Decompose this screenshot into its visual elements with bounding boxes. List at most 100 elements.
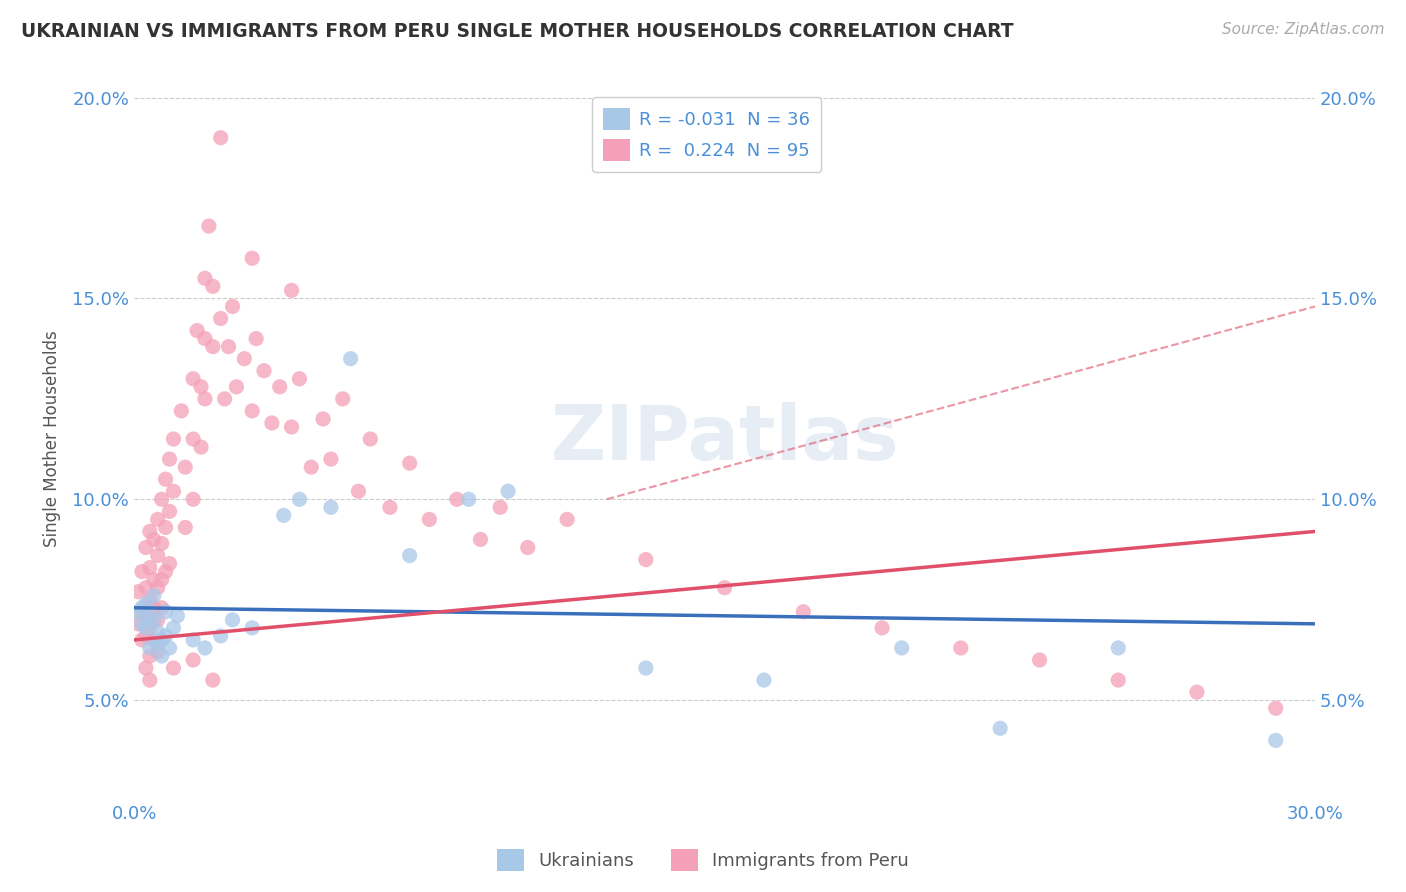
- Point: [555, 512, 578, 526]
- Point: [359, 432, 381, 446]
- Y-axis label: Single Mother Households: Single Mother Households: [44, 331, 60, 548]
- Point: [1028, 653, 1050, 667]
- Point: [190, 440, 212, 454]
- Point: [194, 392, 217, 406]
- Point: [139, 560, 162, 574]
- Point: [280, 420, 302, 434]
- Point: [194, 332, 217, 346]
- Point: [516, 541, 538, 555]
- Point: [142, 613, 165, 627]
- Point: [170, 404, 193, 418]
- Point: [496, 484, 519, 499]
- Point: [225, 380, 247, 394]
- Point: [127, 605, 149, 619]
- Point: [166, 608, 188, 623]
- Point: [752, 673, 775, 687]
- Point: [186, 324, 208, 338]
- Point: [159, 504, 181, 518]
- Point: [155, 605, 177, 619]
- Point: [127, 616, 149, 631]
- Point: [312, 412, 335, 426]
- Point: [240, 404, 263, 418]
- Point: [181, 492, 204, 507]
- Point: [218, 340, 240, 354]
- Point: [135, 629, 157, 643]
- Point: [378, 500, 401, 515]
- Point: [339, 351, 361, 366]
- Point: [146, 637, 169, 651]
- Point: [245, 332, 267, 346]
- Point: [398, 456, 420, 470]
- Point: [634, 552, 657, 566]
- Point: [142, 632, 165, 647]
- Point: [135, 661, 157, 675]
- Point: [194, 640, 217, 655]
- Point: [155, 520, 177, 534]
- Point: [201, 673, 224, 687]
- Point: [142, 589, 165, 603]
- Point: [273, 508, 295, 523]
- Point: [150, 600, 173, 615]
- Point: [162, 432, 184, 446]
- Point: [135, 541, 157, 555]
- Point: [240, 252, 263, 266]
- Point: [162, 484, 184, 499]
- Point: [181, 432, 204, 446]
- Point: [194, 271, 217, 285]
- Point: [131, 632, 153, 647]
- Point: [209, 629, 232, 643]
- Point: [159, 640, 181, 655]
- Text: ZIPatlas: ZIPatlas: [550, 402, 898, 476]
- Point: [319, 500, 342, 515]
- Point: [1185, 685, 1208, 699]
- Point: [233, 351, 256, 366]
- Point: [146, 624, 169, 639]
- Point: [253, 364, 276, 378]
- Point: [288, 372, 311, 386]
- Point: [201, 279, 224, 293]
- Point: [155, 565, 177, 579]
- Point: [470, 533, 492, 547]
- Point: [221, 613, 243, 627]
- Point: [135, 621, 157, 635]
- Point: [146, 512, 169, 526]
- Point: [155, 472, 177, 486]
- Point: [457, 492, 479, 507]
- Point: [142, 600, 165, 615]
- Point: [139, 621, 162, 635]
- Point: [269, 380, 291, 394]
- Text: UKRAINIAN VS IMMIGRANTS FROM PERU SINGLE MOTHER HOUSEHOLDS CORRELATION CHART: UKRAINIAN VS IMMIGRANTS FROM PERU SINGLE…: [21, 22, 1014, 41]
- Point: [146, 613, 169, 627]
- Point: [150, 648, 173, 663]
- Point: [155, 629, 177, 643]
- Point: [280, 284, 302, 298]
- Point: [870, 621, 893, 635]
- Legend: R = -0.031  N = 36, R =  0.224  N = 95: R = -0.031 N = 36, R = 0.224 N = 95: [592, 97, 821, 172]
- Point: [260, 416, 283, 430]
- Point: [142, 573, 165, 587]
- Point: [159, 452, 181, 467]
- Point: [288, 492, 311, 507]
- Point: [174, 520, 197, 534]
- Point: [240, 621, 263, 635]
- Point: [139, 648, 162, 663]
- Legend: Ukrainians, Immigrants from Peru: Ukrainians, Immigrants from Peru: [489, 842, 917, 879]
- Point: [299, 460, 322, 475]
- Point: [221, 300, 243, 314]
- Point: [209, 130, 232, 145]
- Point: [150, 492, 173, 507]
- Point: [162, 621, 184, 635]
- Point: [398, 549, 420, 563]
- Point: [181, 372, 204, 386]
- Point: [162, 661, 184, 675]
- Point: [139, 608, 162, 623]
- Point: [1107, 640, 1129, 655]
- Point: [214, 392, 236, 406]
- Point: [890, 640, 912, 655]
- Point: [792, 605, 814, 619]
- Point: [150, 536, 173, 550]
- Point: [1264, 733, 1286, 747]
- Point: [446, 492, 468, 507]
- Point: [181, 632, 204, 647]
- Point: [135, 597, 157, 611]
